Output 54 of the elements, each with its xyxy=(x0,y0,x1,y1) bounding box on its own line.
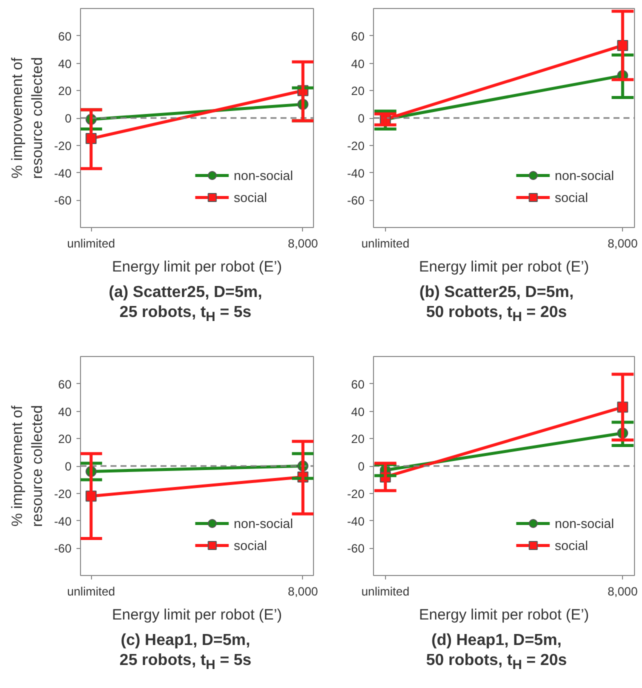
y-tick-label: 40 xyxy=(58,56,72,71)
y-tick-label: -20 xyxy=(54,138,72,153)
y-tick-label: 60 xyxy=(58,377,72,392)
y-tick-label: 20 xyxy=(58,84,72,98)
y-tick-label: 0 xyxy=(358,112,365,126)
text: (b) Scatter25, D=5m, 50 robots, t$_{H}$ = 20s xyxy=(419,283,574,326)
x-axis-title: Energy limit per robot (E’) xyxy=(112,258,282,276)
x-axis-title: Energy limit per robot (E’) xyxy=(112,606,282,624)
legend-label: non-social xyxy=(234,516,293,530)
x-tick-label: 8,000 xyxy=(288,584,318,598)
y-tick-label: -60 xyxy=(54,194,72,208)
y-tick-label: 60 xyxy=(58,29,72,44)
y-tick-label: -20 xyxy=(347,138,365,153)
y-axis-title: % improvement of resource collected xyxy=(8,56,46,179)
legend-label: non-social xyxy=(234,168,293,182)
legend-label: non-social xyxy=(554,516,614,530)
text: (c) Heap1, D=5m, 25 robots, t$_{H}$ = 5s xyxy=(120,631,252,674)
x-axis-title: Energy limit per robot (E’) xyxy=(418,258,590,276)
x-tick-label: 8,000 xyxy=(608,584,638,598)
y-tick-label: 60 xyxy=(351,29,365,44)
x-tick-label: unlimited xyxy=(361,584,410,598)
legend-label: social xyxy=(234,538,267,552)
legend-label: social xyxy=(234,190,267,204)
y-tick-label: 0 xyxy=(64,112,72,126)
y-tick-label: -60 xyxy=(347,542,365,556)
y-tick-label: 20 xyxy=(351,84,365,98)
y-tick-label: 20 xyxy=(58,432,72,446)
y-axis-title: % improvement of resource collected xyxy=(8,404,46,527)
y-tick-label: -40 xyxy=(347,166,365,180)
y-tick-label: 0 xyxy=(358,460,365,474)
y-tick-label: 40 xyxy=(351,404,365,419)
y-tick-label: -20 xyxy=(54,486,72,501)
x-tick-label: unlimited xyxy=(67,584,116,598)
x-tick-label: 8,000 xyxy=(288,236,318,250)
legend-label: social xyxy=(554,538,588,552)
y-tick-label: 60 xyxy=(351,377,365,392)
legend-label: non-social xyxy=(554,168,614,182)
x-tick-label: unlimited xyxy=(67,236,116,250)
y-tick-label: -60 xyxy=(347,194,365,208)
x-axis-title: Energy limit per robot (E’) xyxy=(418,606,590,624)
y-tick-label: -60 xyxy=(54,542,72,556)
legend-label: social xyxy=(554,190,588,204)
y-tick-label: -20 xyxy=(347,486,365,501)
y-tick-label: 0 xyxy=(64,460,72,474)
text: (d) Heap1, D=5m, 50 robots, t$_{H}$ = 20s xyxy=(426,631,567,674)
x-tick-label: 8,000 xyxy=(608,236,638,250)
y-tick-label: -40 xyxy=(347,514,365,528)
y-tick-label: 40 xyxy=(58,404,72,419)
text: (a) Scatter25, D=5m, 25 robots, t$_{H}$ = 5s xyxy=(108,283,262,326)
y-tick-label: 20 xyxy=(351,432,365,446)
y-tick-label: -40 xyxy=(54,514,72,528)
y-tick-label: -40 xyxy=(54,166,72,180)
y-tick-label: 40 xyxy=(351,56,365,71)
x-tick-label: unlimited xyxy=(361,236,410,250)
